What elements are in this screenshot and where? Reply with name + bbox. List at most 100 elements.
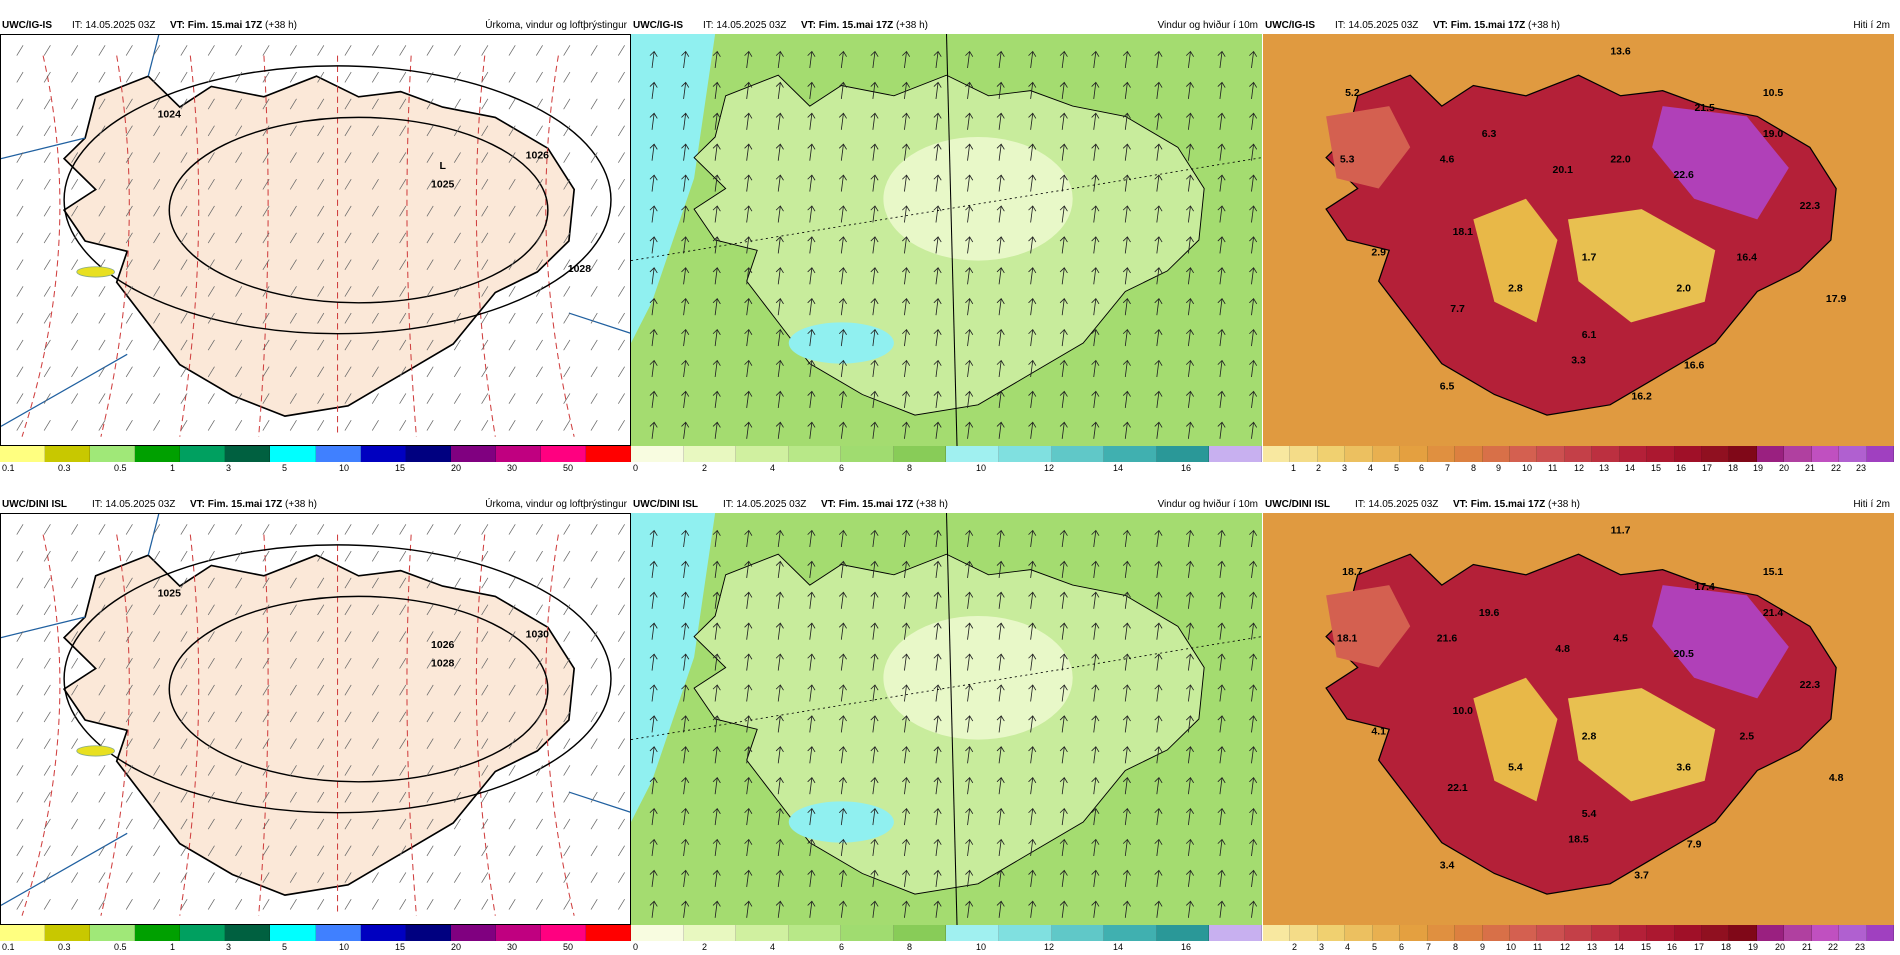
wind-barb bbox=[371, 125, 379, 137]
colorbar-segment bbox=[1619, 446, 1648, 462]
wind-arrow bbox=[683, 113, 687, 130]
map-area[interactable] bbox=[631, 34, 1262, 446]
wind-arrow-head bbox=[870, 591, 879, 598]
wind-arrow bbox=[998, 715, 1002, 733]
wind-arrow-head bbox=[1091, 622, 1100, 629]
wind-barb bbox=[289, 312, 297, 324]
wind-barb bbox=[590, 45, 598, 56]
wind-arrow bbox=[967, 839, 971, 857]
wind-arrow-head bbox=[775, 298, 784, 305]
wind-barb bbox=[43, 524, 51, 535]
wind-arrow bbox=[1219, 82, 1223, 99]
wind-arrow bbox=[1061, 839, 1065, 857]
wind-barb bbox=[563, 393, 571, 404]
wind-barb bbox=[153, 179, 161, 190]
wind-arrow-head bbox=[1122, 622, 1131, 629]
wind-arrow-head bbox=[996, 236, 1005, 243]
wind-barb bbox=[399, 366, 407, 378]
wind-arrow bbox=[1251, 561, 1255, 578]
map-area[interactable]: 13.6 5.2 10.5 21.5 6.3 5.3 4.6 20.1 22.0 22.6 19.0… bbox=[1263, 34, 1894, 446]
wind-arrow-head bbox=[807, 205, 816, 212]
wind-barb bbox=[16, 232, 24, 244]
wind-barb bbox=[399, 738, 407, 750]
isobar-line bbox=[168, 116, 549, 304]
wind-barb bbox=[481, 366, 489, 378]
wind-barb bbox=[180, 152, 188, 163]
wind-arrow-head bbox=[870, 267, 879, 274]
panel-header: UWC/DINI ISL IT: 14.05.2025 03Z VT: Fim. 1… bbox=[0, 495, 631, 513]
wind-arrow bbox=[809, 777, 813, 795]
forecast-panel-p3: UWC/IG-IS IT: 14.05.2025 03Z VT: Fim. 15.m… bbox=[1263, 16, 1895, 476]
wind-arrow bbox=[809, 422, 813, 439]
wind-arrow bbox=[840, 51, 844, 69]
wind-barb bbox=[180, 71, 188, 83]
wind-arrow bbox=[683, 144, 687, 161]
wind-arrow bbox=[840, 530, 844, 548]
wind-arrow bbox=[967, 82, 971, 99]
wind-arrow-head bbox=[744, 267, 753, 274]
wind-arrow-head bbox=[1028, 359, 1037, 366]
valid-time: VT: Fim. 15.mai 17Z (+38 h) bbox=[1433, 20, 1561, 31]
colorbar-segment bbox=[1455, 446, 1483, 462]
wind-barb bbox=[535, 312, 543, 324]
wind-arrow bbox=[1156, 82, 1160, 99]
wind-arrow-head bbox=[870, 529, 879, 536]
wind-arrow-head bbox=[807, 328, 816, 335]
wind-arrow bbox=[998, 329, 1002, 347]
wind-arrow bbox=[777, 870, 781, 887]
wind-arrow-head bbox=[1122, 900, 1131, 907]
colorbar-tick: 16 bbox=[1667, 942, 1678, 952]
wind-barb bbox=[344, 45, 352, 56]
wind-barb bbox=[371, 765, 379, 776]
graticule-line bbox=[945, 513, 958, 925]
map-area[interactable] bbox=[631, 513, 1262, 925]
wind-arrow-head bbox=[902, 807, 911, 814]
wind-arrow-head bbox=[933, 838, 942, 845]
wind-arrow-head bbox=[1028, 529, 1037, 536]
colorbar-tick: 3 bbox=[1319, 942, 1325, 952]
colorbar bbox=[1263, 446, 1895, 462]
wind-arrow-head bbox=[744, 298, 753, 305]
colorbar-segment bbox=[1263, 925, 1291, 941]
colorbar-tick: 0 bbox=[633, 463, 639, 473]
colorbar-tick: 12 bbox=[1574, 463, 1585, 473]
wind-arrow-head bbox=[1059, 143, 1068, 150]
map-area[interactable]: 1025 1026 1028 1030 bbox=[0, 513, 631, 925]
wind-arrow-head bbox=[902, 390, 911, 397]
wind-barb bbox=[399, 524, 407, 535]
wind-barb bbox=[618, 791, 625, 803]
wind-barb bbox=[235, 259, 243, 271]
map-area[interactable]: 11.7 18.7 15.1 17.4 19.6 18.1 21.6 4.8 4.5 20.5 21… bbox=[1263, 513, 1894, 925]
product-title: Vindur og hviður í 10m bbox=[1157, 499, 1258, 510]
wind-arrow bbox=[904, 391, 907, 408]
wind-barb bbox=[262, 312, 270, 324]
wind-arrow bbox=[840, 684, 844, 702]
map-area[interactable]: 1024 L 1025 1026 1028 bbox=[0, 34, 631, 446]
wind-arrow-head bbox=[775, 205, 784, 212]
land-area bbox=[62, 75, 576, 417]
wind-arrow-head bbox=[744, 777, 753, 784]
wind-arrow-head bbox=[870, 112, 879, 119]
wind-arrow bbox=[714, 267, 718, 285]
colorbar-tick: 3 bbox=[226, 942, 232, 952]
wind-arrow-head bbox=[1028, 838, 1037, 845]
wind-arrow bbox=[904, 777, 907, 795]
wind-arrow bbox=[1030, 422, 1034, 439]
colorbar-tick: 4 bbox=[1368, 463, 1374, 473]
wind-barb bbox=[535, 631, 543, 642]
wind-barb bbox=[481, 524, 489, 535]
init-time: IT: 14.05.2025 03Z bbox=[92, 499, 176, 510]
map-value-label: 2.0 bbox=[1676, 284, 1691, 295]
wind-barb bbox=[289, 872, 297, 883]
wind-arrow-head bbox=[807, 653, 816, 660]
wind-barb bbox=[453, 658, 461, 669]
wind-arrow bbox=[1093, 623, 1097, 640]
wind-arrow-head bbox=[649, 715, 658, 722]
wind-arrow bbox=[1156, 144, 1160, 161]
colorbar-tick: 22 bbox=[1831, 463, 1842, 473]
wind-arrow-head bbox=[1249, 359, 1258, 366]
map-value-label: 1028 bbox=[431, 659, 455, 670]
colorbar-segment bbox=[1592, 446, 1620, 462]
map-value-label: 2.5 bbox=[1739, 732, 1754, 743]
wind-arrow-head bbox=[1091, 900, 1100, 907]
